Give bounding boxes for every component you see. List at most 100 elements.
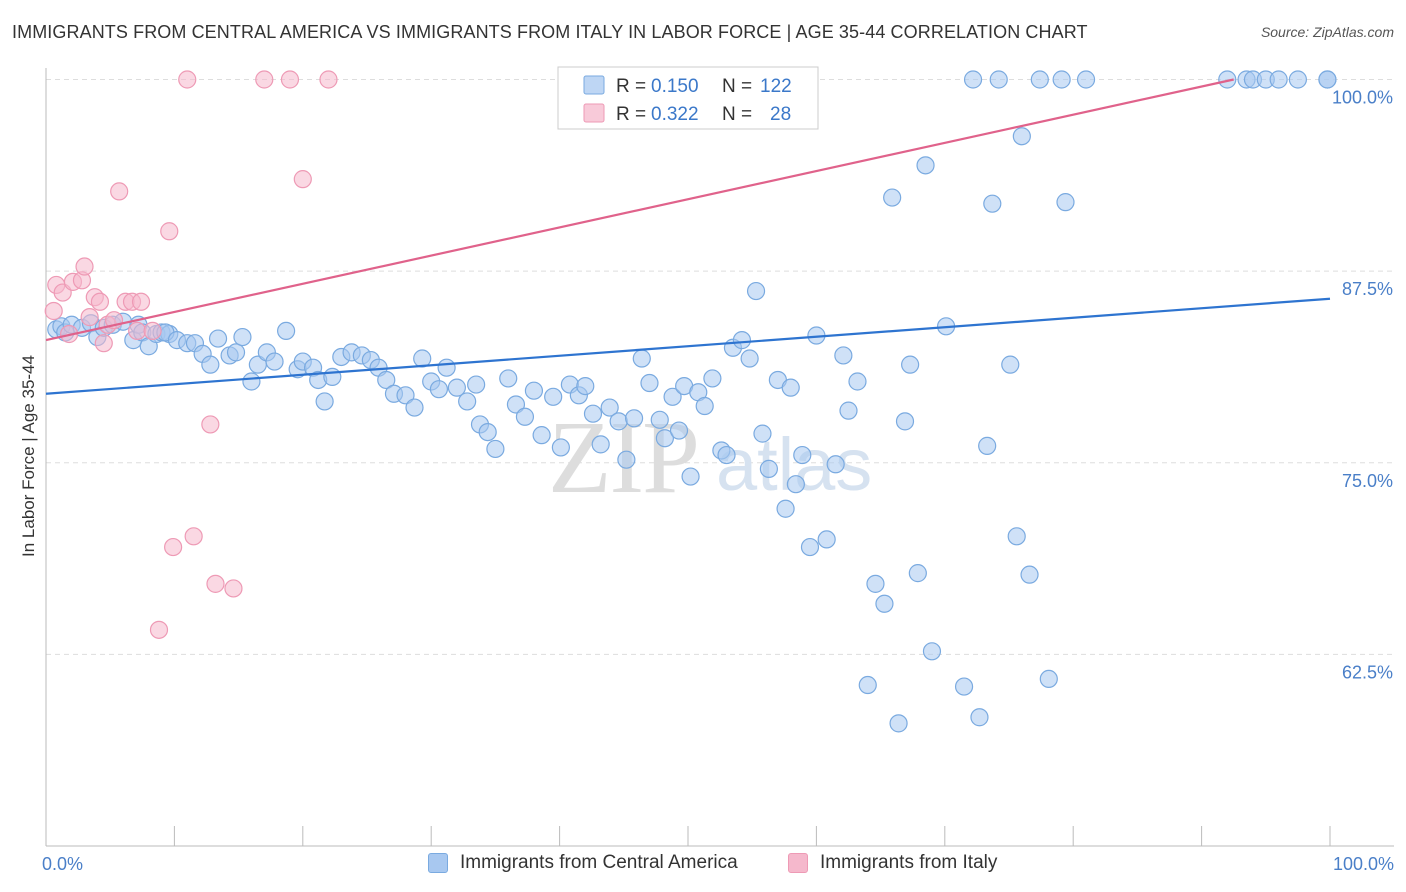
central-america-point-91 xyxy=(759,459,778,478)
italy-point-15 xyxy=(128,321,147,341)
central-america-point-129 xyxy=(1076,70,1096,89)
italy-trend-line xyxy=(45,78,1234,342)
x-tick-label-1: 100.0% xyxy=(1333,854,1394,874)
central-america-point-93 xyxy=(776,499,795,518)
central-america-point-77 xyxy=(663,387,682,406)
central-america-point-53 xyxy=(467,375,486,394)
central-america-point-73 xyxy=(632,349,651,368)
central-america-point-130 xyxy=(1218,70,1237,89)
y-axis-label: In Labor Force | Age 35-44 xyxy=(19,355,38,557)
central-america-point-58 xyxy=(506,395,526,414)
italy-point-25 xyxy=(149,620,169,639)
central-america-point-30 xyxy=(265,352,284,371)
central-america-trend-line xyxy=(45,297,1331,395)
watermark-atlas: atlas xyxy=(716,423,872,506)
trend-lines xyxy=(45,78,1331,395)
italy-point-26 xyxy=(178,70,197,89)
central-america-point-60 xyxy=(524,381,544,400)
central-america-point-68 xyxy=(591,435,610,454)
italy-point-19 xyxy=(110,182,129,201)
central-america-point-120 xyxy=(989,70,1008,89)
central-america-point-115 xyxy=(954,677,974,696)
italy-point-9 xyxy=(90,292,110,311)
central-america-r-value: 0.150 xyxy=(651,76,699,97)
italy-r-label: R = xyxy=(616,104,646,125)
central-america-point-90 xyxy=(753,424,772,443)
italy-point-27 xyxy=(255,70,274,89)
italy-points xyxy=(44,70,338,639)
central-america-point-71 xyxy=(617,450,636,469)
central-america-point-55 xyxy=(478,422,497,442)
central-america-point-106 xyxy=(875,594,894,613)
legend-item-italy[interactable]: Immigrants from Italy xyxy=(788,852,997,874)
central-america-point-124 xyxy=(1020,565,1039,584)
central-america-point-99 xyxy=(817,530,836,549)
central-america-point-107 xyxy=(883,188,902,207)
y-tick-label-1: 87.5% xyxy=(1342,279,1393,299)
central-america-point-125 xyxy=(1030,70,1049,89)
central-america-point-108 xyxy=(889,714,908,733)
central-america-point-105 xyxy=(866,574,885,593)
source-label: Source: ZipAtlas.com xyxy=(1260,24,1394,40)
central-america-n-value: 122 xyxy=(760,76,792,97)
central-america-point-83 xyxy=(703,369,722,388)
italy-point-30 xyxy=(293,170,312,189)
gridlines xyxy=(46,79,1394,655)
central-america-point-45 xyxy=(396,386,415,405)
central-america-point-85 xyxy=(717,445,736,465)
central-america-point-103 xyxy=(848,372,867,391)
italy-point-21 xyxy=(184,527,203,546)
italy-r-value: 0.322 xyxy=(651,104,699,125)
central-america-point-46 xyxy=(405,398,424,417)
central-america-point-51 xyxy=(447,378,466,397)
central-america-point-116 xyxy=(963,70,983,89)
central-america-point-76 xyxy=(655,429,674,448)
central-america-point-109 xyxy=(895,412,915,431)
central-america-point-26 xyxy=(233,327,252,347)
legend-item-central-america[interactable]: Immigrants from Central America xyxy=(428,852,738,874)
central-america-point-95 xyxy=(786,475,805,494)
central-america-point-123 xyxy=(1012,127,1031,146)
central-america-point-25 xyxy=(226,343,246,362)
axes xyxy=(45,68,1394,847)
central-america-point-67 xyxy=(583,404,603,423)
central-america-point-100 xyxy=(826,455,845,474)
central-america-r-label: R = xyxy=(616,76,646,97)
legend-label-central-america: Immigrants from Central America xyxy=(460,852,738,873)
central-america-point-128 xyxy=(1056,193,1075,212)
central-america-point-70 xyxy=(609,412,628,431)
central-america-point-22 xyxy=(201,355,220,374)
central-america-points xyxy=(47,70,1337,733)
central-america-point-56 xyxy=(486,439,505,459)
central-america-point-122 xyxy=(1007,527,1026,546)
central-america-point-63 xyxy=(551,438,570,457)
central-america-point-96 xyxy=(793,445,812,465)
central-america-point-118 xyxy=(978,436,997,455)
central-america-point-134 xyxy=(1269,70,1288,89)
central-america-point-74 xyxy=(640,373,659,393)
central-america-point-101 xyxy=(834,346,853,365)
central-america-point-89 xyxy=(746,281,766,301)
legend-swatch-italy xyxy=(788,853,808,873)
axis-ticks xyxy=(173,826,1331,846)
central-america-point-111 xyxy=(908,564,927,583)
italy-n-value: 28 xyxy=(770,104,791,125)
central-america-point-50 xyxy=(437,358,456,377)
central-america-point-57 xyxy=(499,369,518,388)
central-america-point-121 xyxy=(1001,355,1020,374)
central-america-point-117 xyxy=(970,708,989,727)
y-tick-label-0: 100.0% xyxy=(1332,88,1393,108)
italy-point-6 xyxy=(75,257,94,276)
legend-label-italy: Immigrants from Italy xyxy=(820,852,998,873)
italy-point-0 xyxy=(44,301,63,321)
italy-point-16 xyxy=(131,292,151,311)
central-america-point-31 xyxy=(277,321,296,341)
central-america-point-135 xyxy=(1288,70,1308,89)
central-america-stats-swatch xyxy=(583,75,605,95)
central-america-point-127 xyxy=(1052,70,1071,89)
central-america-point-104 xyxy=(858,675,877,695)
central-america-point-59 xyxy=(515,407,535,426)
italy-point-22 xyxy=(201,415,220,434)
central-america-n-label: N = xyxy=(722,76,752,97)
